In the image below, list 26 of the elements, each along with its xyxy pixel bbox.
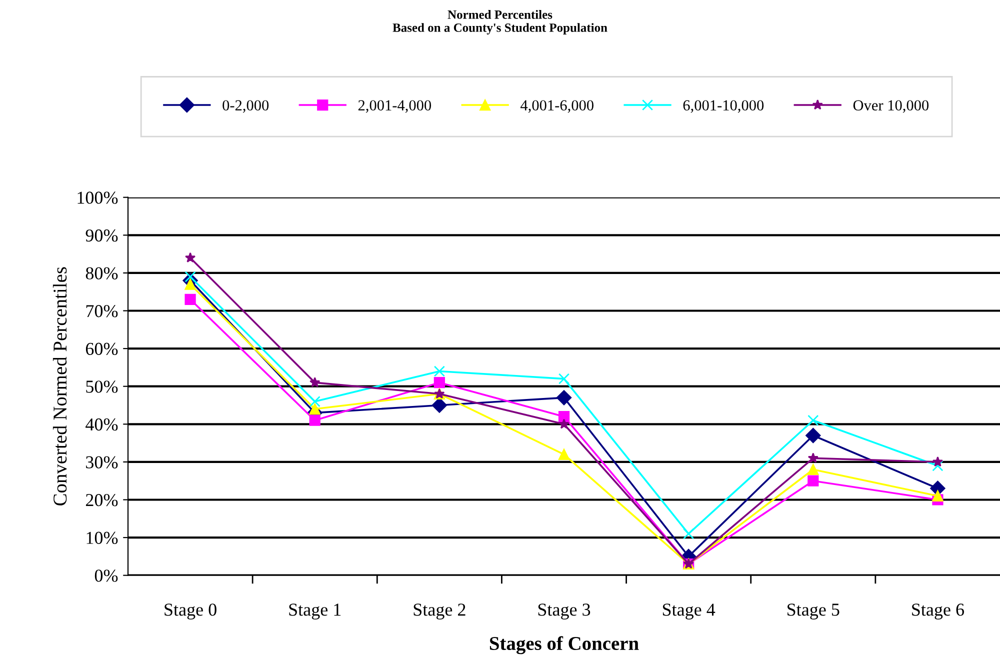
- y-tick-label: 20%: [86, 494, 118, 506]
- y-tick-label: 10%: [86, 532, 118, 544]
- y-tick-label: 0%: [94, 570, 118, 582]
- y-tick-label: 60%: [86, 342, 118, 356]
- y-tick-label: 30%: [86, 456, 118, 468]
- y-tick-label: 90%: [86, 229, 118, 242]
- y-tick-label: 50%: [86, 380, 118, 393]
- legend-label: 0-2,000: [222, 100, 269, 113]
- legend-label: 6,001-10,000: [683, 100, 764, 113]
- y-tick-label: 80%: [86, 267, 118, 280]
- y-tick-label: 40%: [86, 418, 118, 431]
- x-tick-label: Stage 0: [164, 604, 216, 620]
- x-tick-label: Stage 6: [912, 604, 964, 620]
- x-tick-label: Stage 2: [414, 604, 466, 620]
- y-axis-title: Converted Normed Percentiles: [52, 267, 67, 506]
- x-axis-title: Stages of Concern: [490, 636, 639, 654]
- legend-label: Over 10,000: [853, 100, 929, 113]
- x-tick-label: Stage 5: [788, 604, 840, 620]
- x-tick-label: Stage 1: [289, 604, 341, 620]
- legend-label: 4,001-6,000: [520, 100, 594, 113]
- y-tick-label: 70%: [86, 305, 118, 318]
- y-tick-label: 100%: [78, 192, 118, 204]
- legend-label: 2,001-4,000: [358, 100, 432, 113]
- x-tick-label: Stage 4: [662, 604, 716, 620]
- x-tick-label: Stage 3: [538, 604, 590, 620]
- chart-title: Normed Percentiles Based on a County's Student Population: [392, 10, 608, 34]
